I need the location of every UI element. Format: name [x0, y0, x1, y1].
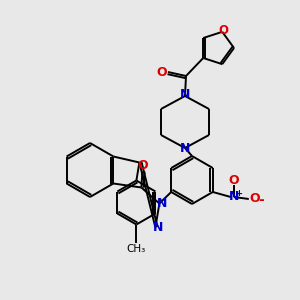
Text: N: N — [229, 190, 239, 203]
Text: O: O — [229, 173, 239, 187]
Text: O: O — [218, 24, 228, 37]
Text: N: N — [153, 221, 164, 234]
Text: N: N — [180, 142, 190, 155]
Text: N: N — [157, 197, 168, 210]
Text: O: O — [250, 193, 260, 206]
Text: O: O — [137, 159, 148, 172]
Text: O: O — [157, 65, 167, 79]
Text: CH₃: CH₃ — [127, 244, 146, 254]
Text: N: N — [180, 88, 190, 101]
Text: -: - — [258, 193, 264, 207]
Text: +: + — [235, 188, 242, 197]
